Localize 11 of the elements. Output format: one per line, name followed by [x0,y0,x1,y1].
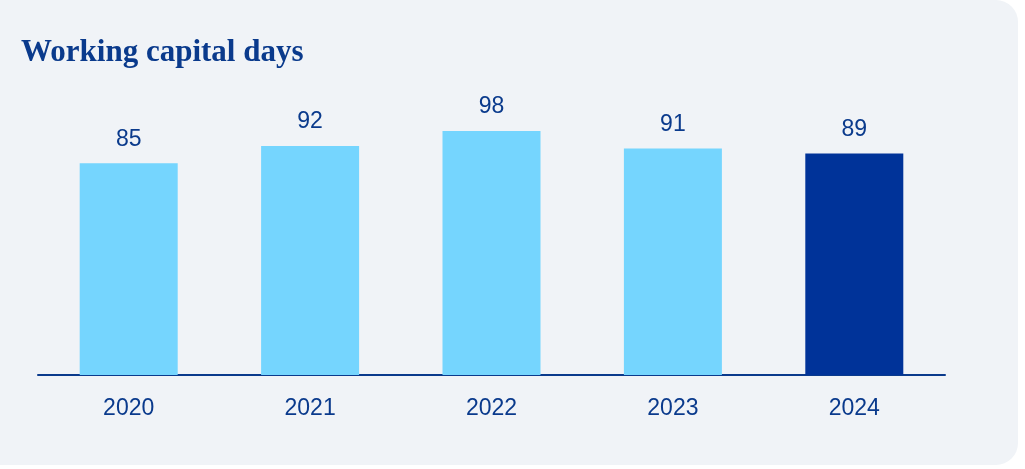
data-label: 92 [297,107,323,134]
x-tick-label: 2021 [284,393,336,420]
data-label: 85 [115,124,142,151]
data-label: 91 [660,109,686,136]
x-tick-label: 2020 [103,393,155,420]
x-tick-label: 2022 [465,393,518,420]
x-tick-label: 2024 [828,393,881,420]
data-label: 98 [478,92,505,119]
data-label: 89 [841,114,868,141]
x-tick-label: 2023 [647,393,699,420]
chart-title: Working capital days [21,33,304,68]
